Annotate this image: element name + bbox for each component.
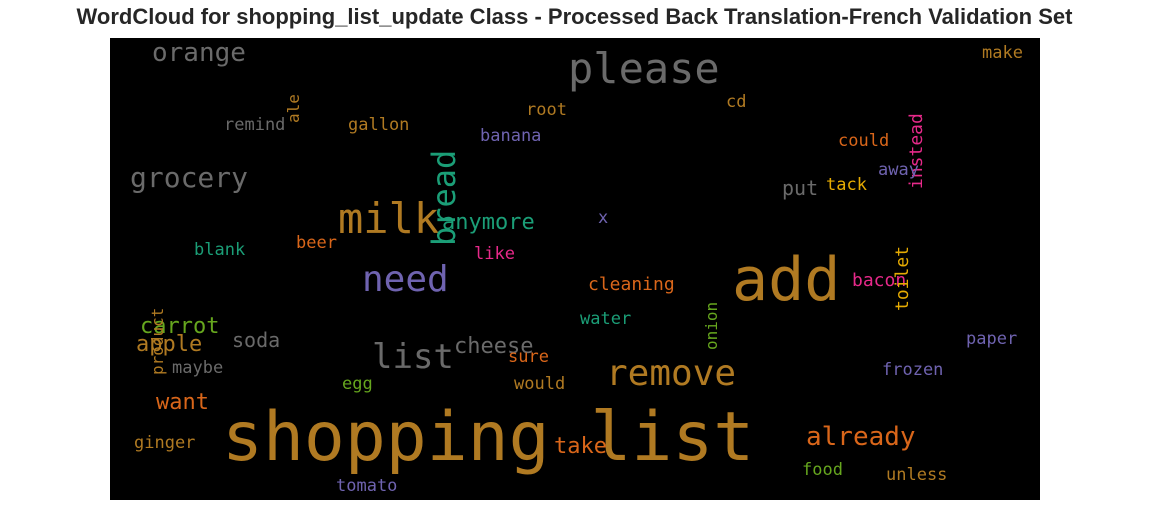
word: water [580, 309, 632, 329]
word: tomato [336, 476, 398, 496]
word: shopping list [222, 398, 755, 477]
word: sure [508, 347, 549, 367]
word: paper [966, 329, 1018, 349]
word: orange [152, 38, 246, 68]
word: could [838, 131, 890, 151]
word: gallon [348, 115, 410, 135]
word: banana [480, 126, 542, 146]
word: onion [702, 301, 721, 350]
word: toilet [892, 245, 913, 311]
word: away [878, 160, 919, 180]
word: milk [338, 194, 440, 243]
word: like [474, 244, 515, 264]
word: blank [194, 240, 246, 260]
word: grocery [130, 161, 249, 194]
word: remove [606, 353, 737, 394]
word: cheese [454, 334, 534, 359]
word: egg [342, 374, 373, 394]
word: unless [886, 465, 948, 485]
word: remind [224, 115, 286, 135]
word: x [598, 208, 609, 228]
word: apple [136, 332, 203, 357]
word: need [362, 259, 449, 300]
word: already [806, 422, 916, 452]
word: beer [296, 233, 337, 253]
word: add [732, 245, 841, 315]
word: soda [232, 328, 281, 352]
word: root [526, 100, 567, 120]
word: please [568, 44, 720, 93]
word: take [554, 434, 607, 459]
word: carrot [140, 314, 220, 339]
word: make [982, 43, 1023, 63]
word: cd [726, 92, 747, 112]
word: ginger [134, 433, 196, 453]
word: food [802, 460, 843, 480]
word-cloud: shopping list add please milk need remov… [110, 38, 1040, 500]
word: list [372, 337, 454, 377]
chart-title: WordCloud for shopping_list_update Class… [76, 4, 1073, 29]
word: bacon [852, 270, 907, 291]
word: tack [826, 175, 867, 195]
word: cleaning [588, 274, 675, 295]
word: want [156, 390, 209, 415]
word: would [514, 374, 566, 394]
word: ale [284, 94, 303, 123]
word: frozen [882, 360, 944, 380]
word: product [148, 307, 167, 375]
word: maybe [172, 358, 224, 378]
word: anymore [442, 210, 535, 235]
word: put [782, 176, 819, 200]
